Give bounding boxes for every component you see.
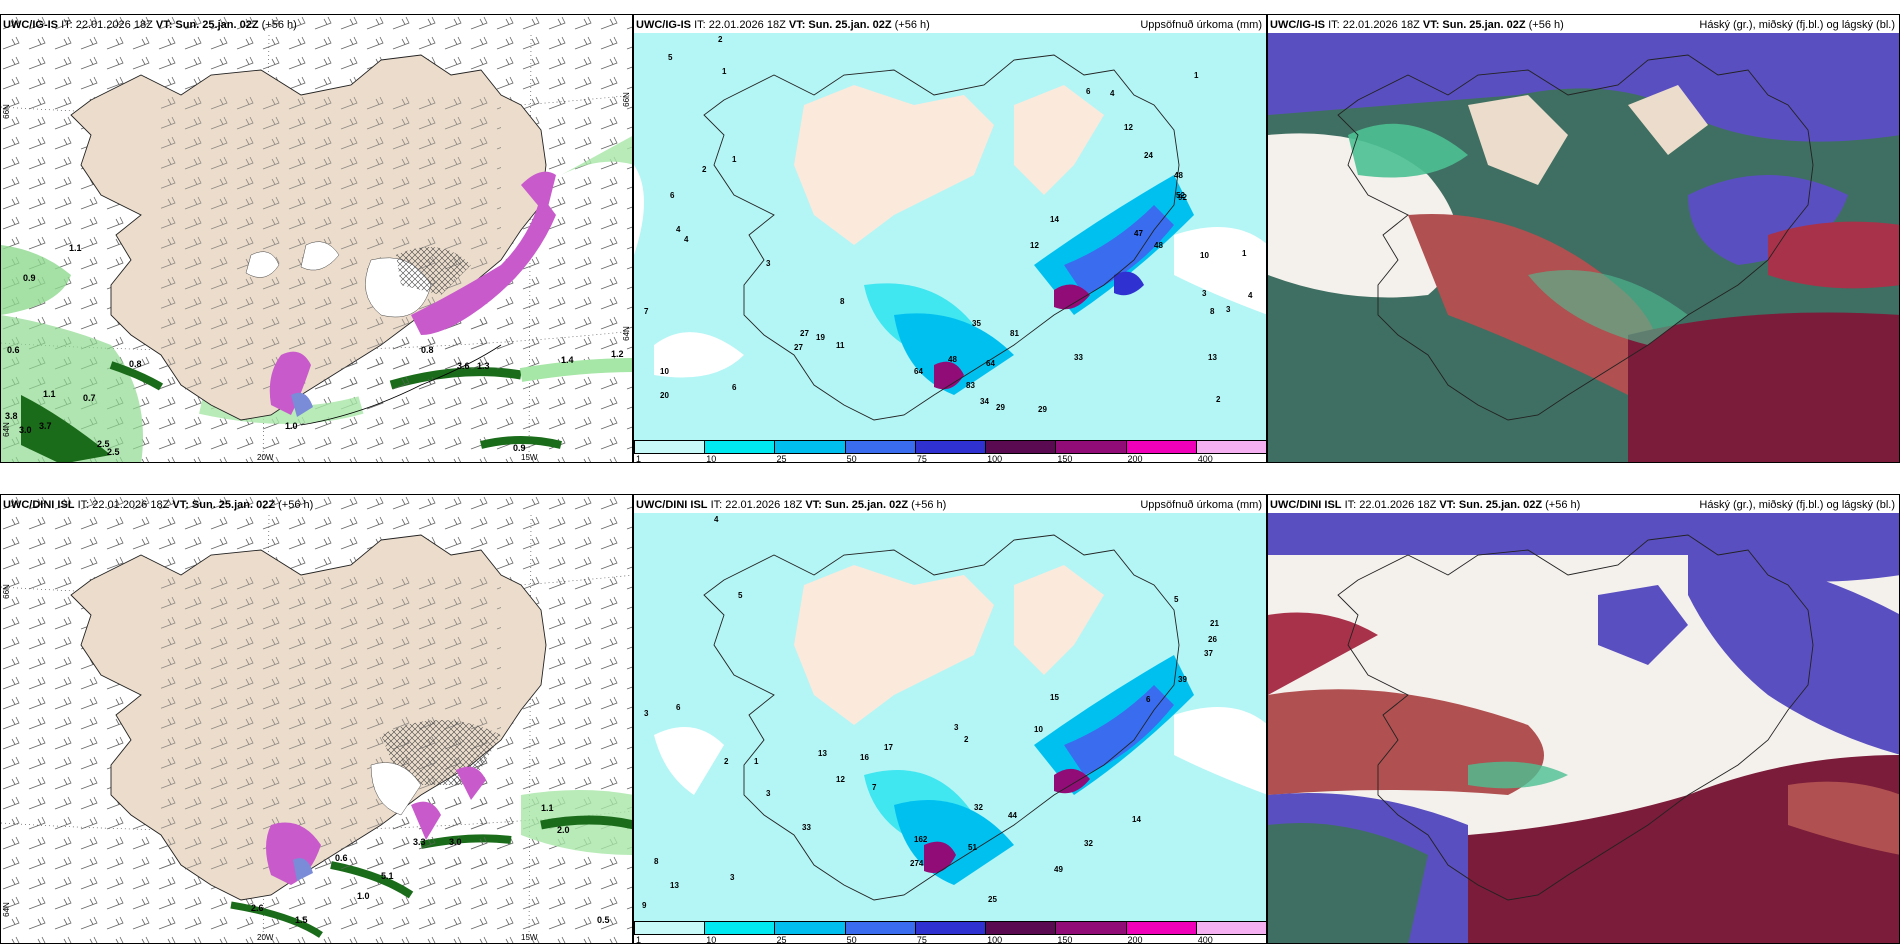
lat-label: 66N — [621, 92, 631, 107]
legend-tick-label: 100 — [987, 935, 1003, 944]
legend-swatch — [704, 440, 775, 454]
legend-tick-label: 400 — [1197, 454, 1213, 463]
cloud-map — [1268, 33, 1899, 462]
panel-title: Háský (gr.), miðský (fj.bl.) og lágský (… — [1699, 499, 1895, 511]
coast-lines — [300, 344, 502, 426]
legend-swatch — [774, 440, 845, 454]
lat-label: 64N — [1, 422, 11, 437]
cloud-map — [1268, 513, 1899, 943]
panel-header: UWC/IG-IS IT: 22.01.2026 18Z VT: Sun. 25… — [1270, 19, 1564, 31]
lon-label: 15W — [521, 933, 538, 942]
wind-map — [1, 495, 632, 943]
precip-map — [634, 33, 1266, 443]
legend-tick-label: 75 — [916, 935, 927, 944]
legend-swatch — [914, 921, 986, 935]
legend-tick-label: 75 — [916, 454, 927, 463]
legend-tick-label: 100 — [987, 454, 1003, 463]
legend-tick-label: 200 — [1127, 454, 1143, 463]
wind-map — [1, 15, 632, 462]
legend-swatch — [634, 921, 705, 935]
legend-swatch — [1055, 921, 1126, 935]
legend-tick-label: 400 — [1197, 935, 1213, 944]
legend-tick-label: 150 — [1057, 935, 1073, 944]
panel-cloud-top: UWC/IG-IS IT: 22.01.2026 18Z VT: Sun. 25… — [1267, 14, 1900, 463]
panel-precip-top: UWC/IG-IS IT: 22.01.2026 18Z VT: Sun. 25… — [633, 14, 1267, 463]
lon-label: 20W — [257, 933, 274, 942]
legend-swatch — [634, 440, 705, 454]
legend-tick-label: 1 — [636, 454, 642, 463]
lat-label: 64N — [1, 902, 11, 917]
legend-tick-label: 150 — [1057, 454, 1073, 463]
legend-swatch — [1125, 921, 1196, 935]
legend-swatch — [1055, 440, 1126, 454]
legend-tick-label: 50 — [846, 454, 857, 463]
panel-title: Háský (gr.), miðský (fj.bl.) og lágský (… — [1699, 19, 1895, 31]
legend-tick-label: 10 — [706, 935, 717, 944]
precip-legend: 1 10 25 50 75 100 150 200 400 — [634, 440, 1266, 462]
panel-header: UWC/DINI ISL IT: 22.01.2026 18Z VT: Sun.… — [3, 499, 314, 511]
precip-legend: 1 10 25 50 75 100 150 200 400 — [634, 921, 1266, 943]
legend-swatch — [774, 921, 845, 935]
legend-swatch — [704, 921, 775, 935]
legend-tick-label: 1 — [636, 935, 642, 944]
panel-header: UWC/DINI ISL IT: 22.01.2026 18Z VT: Sun.… — [1270, 499, 1581, 511]
legend-swatch — [985, 440, 1056, 454]
legend-swatch — [985, 921, 1056, 935]
legend-tick-label: 200 — [1127, 935, 1143, 944]
legend-swatch — [844, 440, 915, 454]
panel-wind-top: UWC/IG-IS IT: 22.01.2026 18Z VT: Sun. 25… — [0, 14, 633, 463]
panel-header: UWC/IG-IS IT: 22.01.2026 18Z VT: Sun. 25… — [636, 19, 930, 31]
panel-precip-bottom: UWC/DINI ISL IT: 22.01.2026 18Z VT: Sun.… — [633, 494, 1267, 944]
legend-tick-label: 50 — [846, 935, 857, 944]
legend-swatch — [844, 921, 915, 935]
precip-map — [634, 513, 1266, 923]
legend-swatch — [914, 440, 986, 454]
panel-wind-bottom: UWC/DINI ISL IT: 22.01.2026 18Z VT: Sun.… — [0, 494, 633, 944]
panel-cloud-bottom: UWC/DINI ISL IT: 22.01.2026 18Z VT: Sun.… — [1267, 494, 1900, 944]
panel-header: UWC/IG-IS IT: 22.01.2026 18Z VT: Sun. 25… — [3, 19, 297, 31]
legend-tick-label: 25 — [776, 454, 787, 463]
panel-header: UWC/DINI ISL IT: 22.01.2026 18Z VT: Sun.… — [636, 499, 947, 511]
lat-label: 66N — [1, 104, 11, 119]
panel-title: Uppsöfnuð úrkoma (mm) — [1140, 19, 1262, 31]
lon-label: 15W — [521, 453, 538, 462]
lat-label: 64N — [621, 326, 631, 341]
precip-green — [1, 136, 632, 462]
panel-title: Uppsöfnuð úrkoma (mm) — [1140, 499, 1262, 511]
legend-tick-label: 25 — [776, 935, 787, 944]
lon-label: 20W — [257, 453, 274, 462]
snow-magenta — [269, 171, 556, 417]
legend-tick-label: 10 — [706, 454, 717, 463]
legend-swatch — [1125, 440, 1196, 454]
legend-swatch — [1195, 440, 1266, 454]
legend-swatch — [1195, 921, 1266, 935]
lat-label: 66N — [1, 584, 11, 599]
